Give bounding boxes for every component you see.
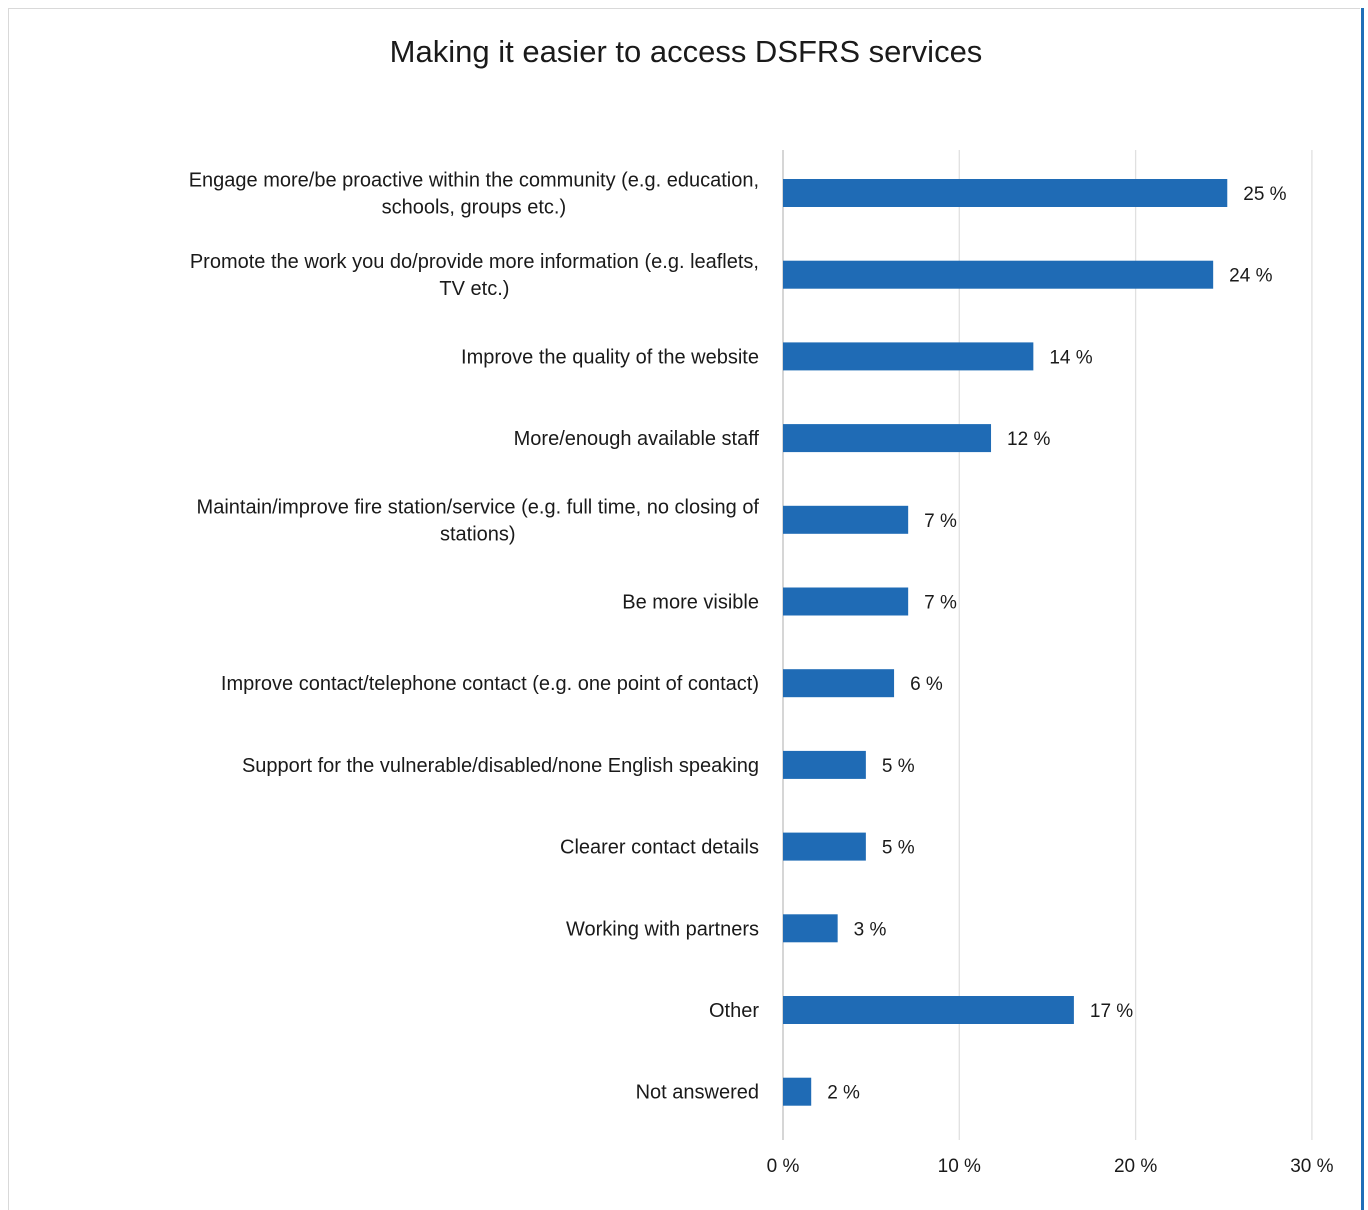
category-label: Improve contact/telephone contact (e.g. …	[221, 673, 759, 695]
data-label: 2 %	[827, 1083, 860, 1104]
bar	[783, 587, 909, 616]
category-label-line: Not answered	[636, 1082, 759, 1104]
category-label: Promote the work you do/provide more inf…	[190, 251, 759, 300]
category-label: Clearer contact details	[560, 837, 759, 859]
bar	[783, 669, 895, 698]
data-label: 25 %	[1243, 184, 1286, 205]
data-label: 24 %	[1229, 266, 1272, 287]
bar	[783, 1077, 812, 1106]
category-label-line: TV etc.)	[439, 278, 509, 300]
category-label-line: stations)	[440, 523, 516, 545]
data-label: 5 %	[882, 838, 915, 859]
category-label-line: schools, groups etc.)	[382, 197, 567, 219]
category-label: Be more visible	[622, 592, 759, 614]
bar	[783, 424, 992, 453]
category-label: Not answered	[636, 1082, 759, 1104]
category-label-line: Clearer contact details	[560, 837, 759, 859]
data-label: 3 %	[854, 919, 887, 940]
category-label: Maintain/improve fire station/service (e…	[197, 496, 760, 545]
category-label-line: Engage more/be proactive within the comm…	[189, 170, 759, 192]
category-label-line: Promote the work you do/provide more inf…	[190, 251, 759, 273]
category-label-line: Be more visible	[622, 592, 759, 614]
x-tick-label: 30 %	[1290, 1156, 1333, 1177]
x-tick-label: 0 %	[767, 1156, 800, 1177]
category-label-line: Support for the vulnerable/disabled/none…	[242, 755, 759, 777]
data-label: 17 %	[1090, 1001, 1133, 1022]
x-tick-label: 20 %	[1114, 1156, 1157, 1177]
data-label: 7 %	[924, 593, 957, 614]
category-label-line: More/enough available staff	[514, 428, 760, 450]
category-label: Engage more/be proactive within the comm…	[189, 170, 759, 219]
data-label: 12 %	[1007, 429, 1050, 450]
bar	[783, 179, 1228, 207]
data-label: 6 %	[910, 674, 943, 695]
data-label: 7 %	[924, 511, 957, 532]
bar	[783, 750, 866, 779]
data-label: 5 %	[882, 756, 915, 777]
chart-frame-edge	[1361, 8, 1364, 1210]
category-label: Improve the quality of the website	[461, 346, 759, 368]
category-label-line: Working with partners	[566, 918, 759, 940]
category-label: Working with partners	[566, 918, 759, 940]
category-label: More/enough available staff	[514, 428, 760, 450]
bar	[783, 914, 838, 943]
bar	[783, 996, 1074, 1024]
category-label: Other	[709, 1000, 759, 1022]
category-label: Support for the vulnerable/disabled/none…	[242, 755, 759, 777]
chart-frame	[8, 8, 1360, 1210]
data-label: 14 %	[1049, 347, 1092, 368]
category-label-line: Improve contact/telephone contact (e.g. …	[221, 673, 759, 695]
bar	[783, 505, 909, 534]
category-label-line: Other	[709, 1000, 759, 1022]
bar	[783, 342, 1034, 371]
chart-title: Making it easier to access DSFRS service…	[389, 34, 983, 69]
x-tick-label: 10 %	[938, 1156, 981, 1177]
category-label-line: Maintain/improve fire station/service (e…	[197, 496, 760, 518]
category-label-line: Improve the quality of the website	[461, 346, 759, 368]
bar	[783, 260, 1214, 289]
bar	[783, 832, 866, 861]
